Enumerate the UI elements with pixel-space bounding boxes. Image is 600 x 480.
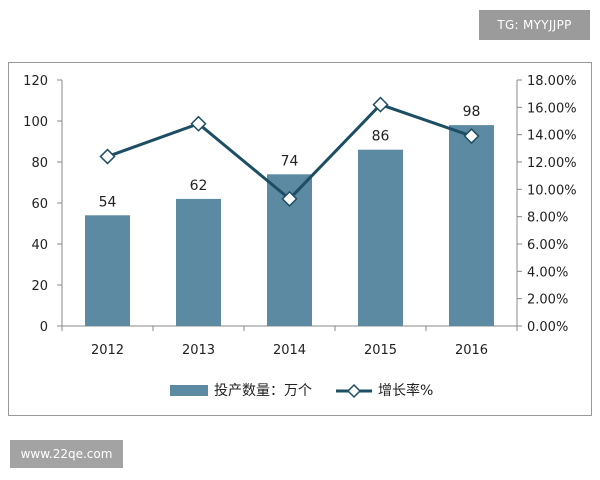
y-left-tick-label: 0 (40, 320, 48, 335)
bar (176, 198, 221, 326)
y-left-tick-label: 20 (31, 279, 48, 294)
bar-data-label: 98 (463, 104, 481, 120)
bar-data-label: 62 (190, 178, 208, 194)
bar-data-label: 74 (281, 153, 299, 169)
y-left-tick-label: 80 (31, 156, 48, 171)
legend-bar-swatch (170, 385, 208, 396)
x-tick-label: 2014 (273, 343, 306, 358)
bars-layer (85, 125, 494, 326)
growth-rate-point (372, 96, 389, 113)
growth-rate-point (463, 127, 480, 145)
y-right-tick-label: 16.00% (527, 101, 577, 116)
y-right-tick-label: 8.00% (527, 211, 568, 226)
legend-line-label: 增长率% (378, 382, 433, 399)
growth-rate-point (281, 190, 298, 207)
bar (449, 125, 494, 326)
x-tick-label: 2015 (364, 343, 397, 358)
bar (85, 215, 130, 326)
legend-line-marker (346, 383, 362, 399)
y-left-tick-label: 120 (23, 74, 48, 89)
y-right-tick-label: 0.00% (527, 320, 568, 335)
bar-data-label: 86 (372, 129, 390, 145)
bar (358, 149, 403, 326)
y-right-tick-label: 12.00% (527, 156, 577, 171)
y-right-tick-label: 2.00% (527, 293, 568, 308)
x-tick-label: 2016 (455, 343, 488, 358)
x-tick-label: 2012 (91, 343, 124, 358)
y-right-tick-label: 18.00% (527, 74, 577, 89)
y-left-tick-label: 60 (31, 197, 48, 212)
growth-rate-point (190, 115, 207, 132)
labels-layer: 54 62 74 86 98 (99, 104, 481, 210)
y-right-tick-label: 4.00% (527, 265, 568, 280)
watermark-bottom: www.22qe.com (10, 440, 123, 468)
y-right-tick-label: 14.00% (527, 129, 577, 144)
y-right-tick-label: 10.00% (527, 183, 577, 198)
legend-bar-label: 投产数量：万个 (214, 383, 312, 399)
watermark-top: TG: MYYJJPP (479, 10, 590, 40)
y-left-tick-label: 40 (31, 238, 48, 253)
line-layer (99, 96, 480, 207)
y-left-tick-label: 100 (23, 115, 48, 130)
y-right-tick-label: 6.00% (527, 238, 568, 253)
legend: 投产数量：万个 增长率% (170, 382, 433, 399)
bar-data-label: 54 (99, 194, 117, 210)
growth-rate-point (99, 148, 116, 165)
x-tick-label: 2013 (182, 343, 215, 358)
axes-layer: 0 20 40 60 80 100 120 0.00% 2.00% 4.00% 6.00% 8.00%… (23, 74, 576, 358)
